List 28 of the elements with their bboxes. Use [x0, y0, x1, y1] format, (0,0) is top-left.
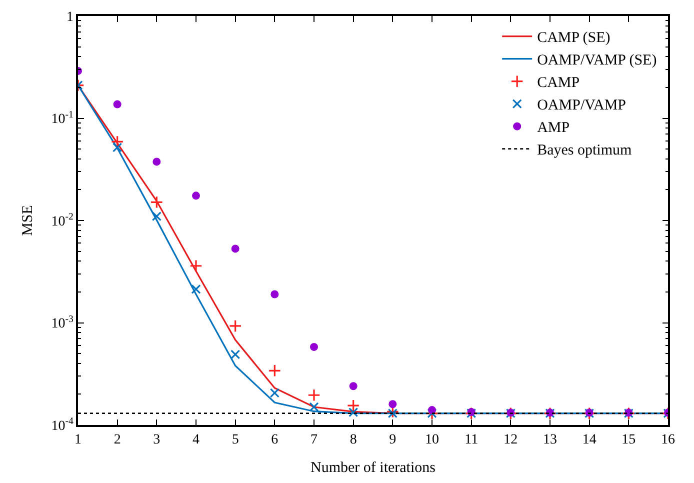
- y-tick-label: 10$^{-3}$: [51, 314, 74, 332]
- x-tick-label: 12: [504, 432, 518, 448]
- x-tick-label: 16: [661, 432, 675, 448]
- x-tick-label: 7: [310, 432, 318, 448]
- legend-label: AMP: [537, 120, 570, 136]
- legend-label: OAMP/VAMP (SE): [537, 52, 657, 69]
- y-tick-label: 10$^{-4}$: [51, 416, 74, 434]
- x-tick-label: 6: [271, 432, 278, 448]
- x-tick-label: 5: [232, 432, 239, 448]
- x-tick-label: 10: [425, 432, 439, 448]
- x-tick-label: 4: [192, 432, 200, 448]
- x-tick-label: 14: [582, 432, 596, 448]
- x-tick-label: 13: [543, 432, 557, 448]
- y-tick-label: 1: [66, 10, 74, 25]
- x-tick-label: 2: [114, 432, 121, 448]
- x-tick-label: 9: [389, 432, 396, 448]
- y-tick-label: 10$^{-1}$: [51, 109, 74, 128]
- x-tick-label: 8: [350, 432, 357, 448]
- x-tick-label: 11: [464, 432, 478, 448]
- legend-label: OAMP/VAMP: [537, 98, 626, 114]
- x-axis-title: Number of iterations: [310, 460, 436, 476]
- y-axis-title: MSE: [20, 205, 36, 236]
- x-tick-label: 15: [622, 432, 636, 448]
- legend-label: CAMP (SE): [537, 30, 610, 46]
- y-tick-label: 10$^{-2}$: [51, 212, 74, 230]
- legend-label: CAMP: [537, 75, 580, 92]
- legend-label: Bayes optimum: [537, 142, 632, 159]
- x-tick-label: 3: [153, 432, 160, 448]
